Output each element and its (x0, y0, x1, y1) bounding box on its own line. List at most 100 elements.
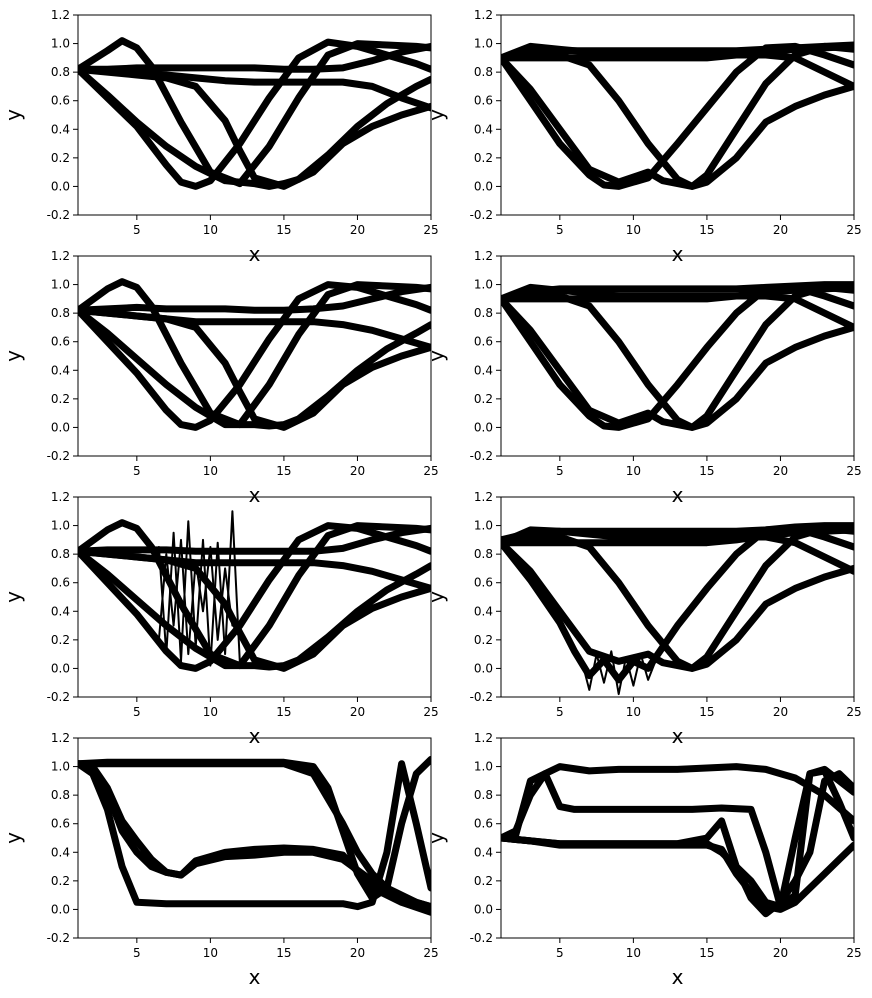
y-axis-label: y (1, 591, 25, 603)
y-tick-label: 0.0 (474, 420, 493, 434)
x-tick-label: 10 (203, 223, 218, 237)
y-tick-label: 0.8 (474, 788, 493, 802)
y-tick-label: -0.2 (470, 208, 493, 222)
x-tick-label: 25 (423, 705, 438, 719)
series-line-4 (78, 760, 431, 916)
y-tick-label: 0.6 (474, 817, 493, 831)
subplot-2: 5 10 15 20 25 -0.2 0.0 0.2 0.4 0.6 0.8 1.0 1.2 x y (424, 8, 862, 266)
series-group (501, 522, 854, 696)
y-tick-label: 1.2 (474, 731, 493, 745)
y-tick-label: 1.0 (51, 37, 70, 51)
series-line-2 (78, 524, 431, 555)
y-tick-label: 0.4 (474, 363, 493, 377)
y-tick-label: 1.2 (474, 8, 493, 22)
subplot-5: 5 10 15 20 25 -0.2 0.0 0.2 0.4 0.6 0.8 1.0 1.2 x y (1, 490, 439, 748)
series-line-8 (157, 538, 234, 656)
y-tick-label: -0.2 (47, 208, 70, 222)
y-tick-label: 0.8 (51, 547, 70, 561)
y-tick-label: 0.0 (51, 902, 70, 916)
y-tick-label: 0.0 (51, 179, 70, 193)
x-tick-label: 25 (846, 705, 861, 719)
series-line-6 (78, 306, 431, 431)
y-tick-label: 0.4 (474, 845, 493, 859)
subplot-3: 5 10 15 20 25 -0.2 0.0 0.2 0.4 0.6 0.8 1.0 1.2 x y (1, 249, 439, 507)
y-tick-label: 1.2 (51, 249, 70, 263)
x-axis-label: x (672, 242, 684, 266)
series-line-2 (78, 283, 431, 314)
series-line-7 (580, 650, 657, 696)
x-tick-label: 10 (203, 464, 218, 478)
x-tick-label: 15 (699, 223, 714, 237)
y-tick-label: 0.4 (474, 122, 493, 136)
x-tick-label: 20 (773, 946, 788, 960)
series-group (78, 755, 431, 916)
x-tick-label: 5 (556, 223, 564, 237)
y-tick-label: 0.6 (51, 335, 70, 349)
y-axis-label: y (1, 350, 25, 362)
series-line-2 (78, 42, 431, 73)
x-tick-label: 20 (350, 705, 365, 719)
series-line-6 (501, 292, 854, 431)
series-line-5 (501, 283, 854, 431)
series-line-5 (501, 524, 854, 672)
y-tick-label: 1.0 (474, 37, 493, 51)
y-tick-label: 1.0 (474, 760, 493, 774)
y-tick-label: -0.2 (47, 690, 70, 704)
y-axis-label: y (424, 350, 448, 362)
y-tick-label: 1.2 (474, 249, 493, 263)
y-tick-label: 1.2 (51, 731, 70, 745)
x-tick-label: 5 (133, 223, 141, 237)
y-tick-label: 0.8 (51, 65, 70, 79)
x-tick-label: 15 (276, 946, 291, 960)
y-axis-label: y (1, 832, 25, 844)
x-tick-label: 5 (133, 705, 141, 719)
series-line-7 (157, 510, 241, 667)
plot-frame (77, 737, 432, 939)
series-line-2 (501, 526, 854, 547)
y-tick-label: 0.8 (51, 306, 70, 320)
y-tick-label: -0.2 (47, 931, 70, 945)
series-line-6 (501, 533, 854, 672)
y-tick-label: -0.2 (470, 931, 493, 945)
x-axis-label: x (672, 483, 684, 507)
series-group (501, 763, 854, 918)
series-line-5 (78, 760, 431, 911)
series-group (501, 281, 854, 431)
x-tick-label: 20 (350, 946, 365, 960)
series-line-5 (78, 65, 431, 190)
y-tick-label: 0.6 (474, 576, 493, 590)
y-tick-label: 1.2 (51, 8, 70, 22)
plot-frame (77, 255, 432, 457)
x-tick-label: 20 (773, 223, 788, 237)
x-tick-label: 20 (350, 464, 365, 478)
y-tick-label: 0.2 (51, 633, 70, 647)
y-axis-label: y (424, 591, 448, 603)
y-tick-label: 0.6 (51, 817, 70, 831)
x-tick-label: 25 (423, 464, 438, 478)
x-tick-label: 10 (203, 946, 218, 960)
x-tick-label: 25 (423, 223, 438, 237)
y-tick-label: 0.0 (51, 420, 70, 434)
y-tick-label: 0.8 (474, 306, 493, 320)
x-axis-label: x (249, 483, 261, 507)
y-tick-label: -0.2 (470, 449, 493, 463)
x-axis-label: x (672, 724, 684, 748)
x-axis-label: x (672, 965, 684, 989)
series-line-5 (501, 42, 854, 190)
y-tick-label: 0.2 (474, 633, 493, 647)
x-tick-label: 15 (699, 464, 714, 478)
x-tick-label: 25 (846, 223, 861, 237)
plot-frame (500, 737, 855, 939)
y-tick-label: 0.2 (51, 392, 70, 406)
series-group (78, 37, 431, 190)
x-tick-label: 5 (556, 705, 564, 719)
subplot-1: 5 10 15 20 25 -0.2 0.0 0.2 0.4 0.6 0.8 1.0 1.2 x y (1, 8, 439, 266)
y-tick-label: 1.0 (51, 519, 70, 533)
y-tick-label: 1.0 (474, 278, 493, 292)
y-tick-label: 0.8 (474, 547, 493, 561)
x-tick-label: 15 (276, 223, 291, 237)
series-line-6 (78, 65, 431, 190)
y-tick-label: 0.2 (474, 151, 493, 165)
y-axis-label: y (424, 832, 448, 844)
